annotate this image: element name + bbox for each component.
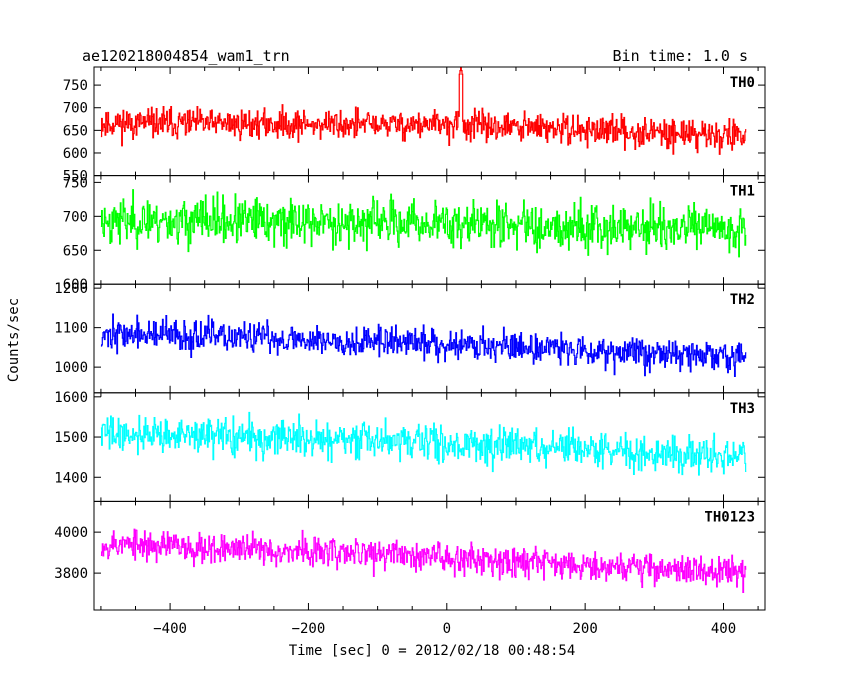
y-tick-label: 4000	[54, 525, 88, 541]
series-th0-line	[100, 67, 747, 155]
y-tick-label: 700	[63, 101, 88, 117]
y-tick-label: 1500	[54, 430, 88, 446]
y-tick-label: 1400	[54, 470, 88, 486]
panel-th0123: 3800 4000 TH0123	[54, 500, 766, 611]
series-th0123-line	[100, 528, 747, 593]
panel-label: TH0	[730, 75, 755, 91]
x-tick-label: −400	[153, 621, 187, 637]
x-axis: −400 −200 0 200 400	[153, 621, 736, 637]
panel-frame	[93, 283, 766, 394]
y-tick-label: 3800	[54, 566, 88, 582]
x-tick-label: −200	[292, 621, 326, 637]
bin-time-label: Bin time: 1.0 s	[613, 47, 748, 65]
panel-frame	[93, 500, 766, 611]
x-tick-label: 400	[711, 621, 736, 637]
y-tick-label: 650	[63, 123, 88, 139]
panel-label: TH1	[730, 184, 755, 200]
series-th1-line	[100, 189, 747, 258]
x-axis-label: Time [sec] 0 = 2012/02/18 00:48:54	[289, 643, 576, 659]
y-tick-label: 1100	[54, 321, 88, 337]
y-tick-label: 550	[63, 169, 88, 185]
panel-label: TH3	[730, 401, 755, 417]
panel-th3: 1400 1500 1600 TH3	[54, 390, 766, 502]
x-tick-label: 0	[443, 621, 451, 637]
y-tick-label: 1000	[54, 360, 88, 376]
x-tick-label: 200	[572, 621, 597, 637]
y-axis-label: Counts/sec	[6, 298, 22, 382]
panel-th2: 1000 1100 1200 TH2	[54, 281, 766, 394]
y-tick-label: 600	[63, 277, 88, 293]
y-tick-label: 650	[63, 243, 88, 259]
panel-label: TH0123	[704, 509, 755, 525]
panel-th1: 600 650 700 750 TH1	[63, 175, 766, 293]
y-tick-label: 750	[63, 78, 88, 94]
y-tick-label: 700	[63, 209, 88, 225]
plot-title: ae120218004854_wam1_trn	[82, 47, 290, 65]
y-tick-label: 1200	[54, 281, 88, 297]
series-th2-line	[100, 313, 747, 378]
panel-label: TH2	[730, 292, 755, 308]
y-tick-label: 750	[63, 175, 88, 191]
panel-th0: 550 600 650 700 750 TH0	[63, 66, 766, 185]
panel-stack: 550 600 650 700 750 TH0 600 650 700 750 TH1 1000 110…	[54, 66, 766, 611]
y-tick-label: 1600	[54, 390, 88, 406]
series-th3-line	[100, 411, 747, 476]
y-tick-label: 600	[63, 146, 88, 162]
